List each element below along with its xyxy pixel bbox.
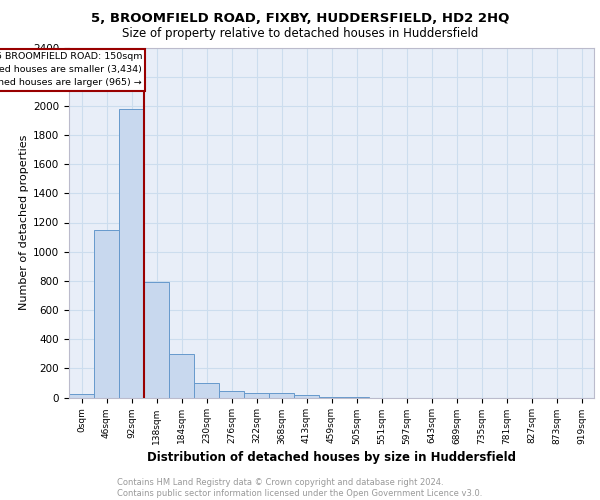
Y-axis label: Number of detached properties: Number of detached properties (19, 135, 29, 310)
Text: 5, BROOMFIELD ROAD, FIXBY, HUDDERSFIELD, HD2 2HQ: 5, BROOMFIELD ROAD, FIXBY, HUDDERSFIELD,… (91, 12, 509, 26)
Bar (94, 230, 119, 398)
Bar (219, 391, 244, 398)
Bar (119, 110, 144, 398)
Bar (194, 383, 219, 398)
X-axis label: Distribution of detached houses by size in Huddersfield: Distribution of detached houses by size … (147, 450, 516, 464)
Text: Contains HM Land Registry data © Crown copyright and database right 2024.
Contai: Contains HM Land Registry data © Crown c… (118, 478, 482, 498)
Bar (169, 354, 194, 398)
Text: Size of property relative to detached houses in Huddersfield: Size of property relative to detached ho… (122, 28, 478, 40)
Text: 5 BROOMFIELD ROAD: 150sqm
← 78% of detached houses are smaller (3,434)
22% of se: 5 BROOMFIELD ROAD: 150sqm ← 78% of detac… (0, 52, 142, 88)
Bar (144, 282, 169, 398)
Bar (244, 393, 269, 398)
Bar (344, 397, 369, 398)
Bar (294, 394, 319, 398)
Bar (69, 394, 94, 398)
Bar (269, 393, 294, 398)
Bar (319, 397, 344, 398)
